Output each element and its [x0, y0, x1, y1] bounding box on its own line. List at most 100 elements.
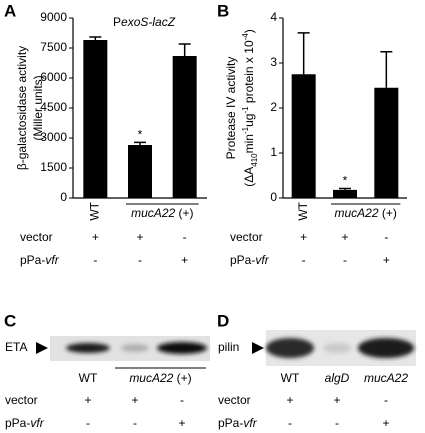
- bar: [374, 87, 399, 198]
- panel-letter: B: [217, 1, 229, 20]
- error-bar: [297, 32, 310, 75]
- error-bar: [339, 187, 351, 190]
- lane-label: algD: [325, 371, 350, 385]
- condition-sign: -: [343, 253, 347, 267]
- y-axis-label-part: (ΔA: [242, 167, 256, 187]
- condition-sign: +: [383, 253, 390, 267]
- significance: *: [343, 174, 348, 188]
- y-tick-label: 0: [270, 190, 277, 204]
- x-tick-label: WT: [296, 201, 310, 220]
- group-label: mucA22 (+): [129, 371, 191, 385]
- y-tick-label: 4500: [40, 100, 67, 114]
- blot-d-bands: [266, 338, 414, 358]
- arrow: [36, 342, 48, 354]
- y-axis-label-part: protein x 10: [242, 40, 256, 106]
- error-bar: [380, 51, 393, 88]
- y-tick-label: 9000: [40, 10, 67, 24]
- blot-c-bands: [66, 342, 207, 354]
- condition-label-part: vfr: [255, 253, 269, 267]
- group-label-part: (+): [173, 371, 191, 385]
- bar: [83, 40, 108, 198]
- condition-sign: +: [178, 416, 185, 430]
- panel-letter: D: [217, 311, 229, 330]
- y-tick-label: 3: [270, 55, 277, 69]
- group-label: mucA22 (+): [131, 206, 193, 220]
- condition-label-part: vfr: [243, 416, 257, 430]
- bar: [291, 74, 316, 198]
- band: [266, 338, 314, 358]
- y-axis-label-part: -1: [241, 126, 250, 134]
- condition-sign: -: [384, 230, 388, 244]
- y-tick-label: 1: [270, 145, 277, 159]
- error-bar: [178, 43, 191, 56]
- y-axis-label-part: min: [242, 134, 256, 153]
- y-axis-label: Protease IV activity: [224, 57, 238, 160]
- group-label-part: mucA22: [129, 371, 173, 385]
- error-bar: [89, 36, 102, 40]
- group-label-part: (+): [175, 206, 193, 220]
- group-label-part: mucA22: [334, 206, 378, 220]
- condition-sign: +: [333, 393, 340, 407]
- y-tick-label: 2: [270, 100, 277, 114]
- condition-label-part: vfr: [45, 253, 59, 267]
- condition-label: vector: [20, 230, 53, 244]
- condition-sign: -: [133, 416, 137, 430]
- condition-label: pPa-vfr: [230, 253, 270, 267]
- bar: [333, 189, 357, 198]
- panel-letter: A: [4, 1, 16, 20]
- condition-label: pPa-vfr: [218, 416, 258, 430]
- band-label: pilin: [218, 340, 239, 354]
- condition-label: pPa-vfr: [5, 416, 45, 430]
- bar: [128, 145, 152, 198]
- y-tick-label: 3000: [40, 130, 67, 144]
- annotation-part: P: [113, 15, 121, 29]
- condition-sign: -: [93, 253, 97, 267]
- condition-sign: -: [384, 393, 388, 407]
- condition-sign: +: [181, 253, 188, 267]
- condition-sign: +: [92, 230, 99, 244]
- bar: [172, 56, 197, 198]
- lane-label: WT: [79, 371, 98, 385]
- condition-sign: -: [138, 253, 142, 267]
- condition-sign: -: [288, 416, 292, 430]
- condition-sign: -: [302, 253, 306, 267]
- condition-sign: +: [131, 393, 138, 407]
- band: [358, 338, 414, 358]
- group-label: mucA22 (+): [334, 206, 396, 220]
- condition-sign: +: [136, 230, 143, 244]
- group-label-part: mucA22: [131, 206, 175, 220]
- y-axis-label-part: 410: [250, 153, 259, 167]
- condition-sign: -: [335, 416, 339, 430]
- y-tick-label: 6000: [40, 70, 67, 84]
- condition-label-part: vector: [20, 230, 53, 244]
- condition-sign: +: [286, 393, 293, 407]
- condition-sign: -: [180, 393, 184, 407]
- condition-label-part: vector: [230, 230, 263, 244]
- error-bar: [134, 141, 146, 145]
- y-tick-label: 7500: [40, 40, 67, 54]
- group-label-part: (+): [379, 206, 397, 220]
- condition-label-part: pPa-: [218, 416, 243, 430]
- y-tick-label: 1500: [40, 160, 67, 174]
- condition-label-part: vfr: [30, 416, 44, 430]
- condition-label-part: vector: [218, 393, 251, 407]
- band: [323, 343, 351, 353]
- condition-label-part: pPa-: [230, 253, 255, 267]
- condition-label: pPa-vfr: [20, 253, 60, 267]
- condition-label: vector: [218, 393, 251, 407]
- y-axis-label: (Miller units): [31, 75, 45, 140]
- significance: *: [138, 128, 143, 142]
- y-axis-label-part: -1: [241, 106, 250, 114]
- condition-sign: +: [300, 230, 307, 244]
- panel-letter: C: [4, 311, 16, 330]
- condition-sign: +: [341, 230, 348, 244]
- y-tick-label: 4: [270, 10, 277, 24]
- x-tick-label: WT: [88, 201, 102, 220]
- band-label: ETA: [5, 340, 27, 354]
- condition-sign: -: [86, 416, 90, 430]
- condition-label-part: pPa-: [5, 416, 30, 430]
- y-axis-label-part: -4: [241, 33, 250, 41]
- y-axis-label: β-galactosidase activity: [15, 46, 29, 170]
